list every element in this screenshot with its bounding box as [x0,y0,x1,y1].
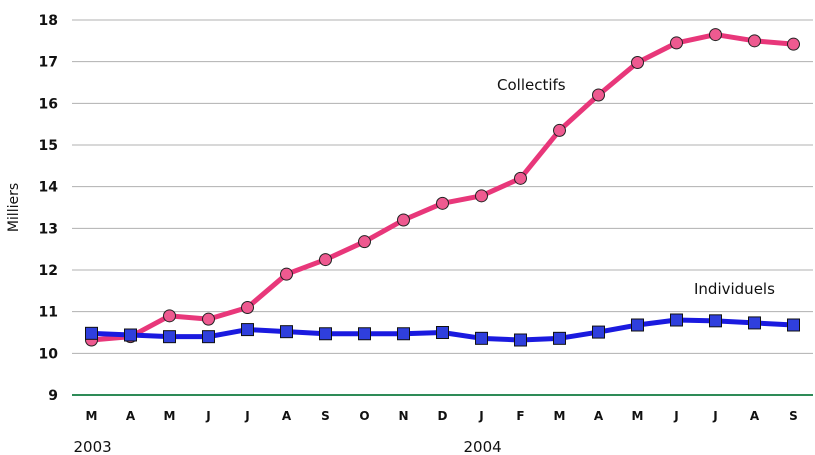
series-collectifs [85,28,800,347]
year-label: 2004 [464,438,502,455]
data-point [670,313,683,327]
y-tick-label: 9 [48,388,58,404]
data-point [475,189,488,203]
data-point [163,330,176,344]
data-point [241,301,254,314]
y-tick-label: 16 [39,96,58,112]
x-tick-label: M [632,409,644,423]
y-axis: 9 10 11 12 13 14 15 16 17 18 [39,13,59,404]
x-tick-label: M [86,409,98,423]
data-point [670,36,683,50]
x-tick-label: A [594,409,604,423]
data-point [319,253,332,267]
data-point [514,333,527,347]
data-point [124,328,137,342]
data-point [358,327,371,341]
data-point [436,196,449,210]
data-point [475,331,488,345]
data-point [358,235,371,249]
y-tick-label: 12 [39,263,58,279]
data-point [592,325,605,339]
y-tick-label: 18 [39,13,58,29]
gridlines [72,19,813,396]
series-layer [85,28,800,347]
data-point [592,88,605,102]
x-tick-label: M [554,409,566,423]
x-tick-label: M [164,409,176,423]
x-tick-label: N [398,409,408,423]
data-point [553,123,566,137]
data-point [631,318,644,332]
data-point [709,314,722,328]
y-tick-label: 10 [39,346,59,362]
x-tick-label: F [516,409,524,423]
x-tick-label: A [126,409,136,423]
data-point [709,28,722,42]
data-point [514,171,527,185]
data-point [748,316,761,330]
data-point [787,318,800,332]
x-tick-label: J [673,409,678,423]
x-tick-label: S [789,409,798,423]
data-point [85,326,98,340]
data-point [163,309,176,323]
data-point [748,34,761,48]
data-point [436,326,449,339]
y-axis-label: Milliers [6,183,22,232]
year-label: 2003 [74,438,112,455]
series-label-collectifs: Collectifs [497,76,566,94]
data-point [631,56,644,69]
x-tick-label: A [750,409,760,423]
x-tick-label: J [478,409,483,423]
y-tick-label: 13 [39,221,58,237]
series-line [89,32,796,343]
data-point [241,323,254,337]
x-tick-label: D [438,409,448,423]
data-point [202,312,215,326]
series-individuels [85,313,800,347]
x-tick-label: S [321,409,330,423]
x-tick-label: J [712,409,717,423]
y-tick-label: 17 [39,55,58,71]
data-point [397,213,410,227]
data-point [397,327,410,341]
x-tick-label: O [359,409,369,423]
x-tick-label: J [205,409,210,423]
series-labels: Collectifs Individuels [497,76,775,298]
x-tick-label: J [244,409,249,423]
year-labels: 2003 2004 [74,438,502,455]
data-point [319,327,332,341]
series-label-individuels: Individuels [694,280,775,298]
y-tick-label: 11 [39,305,58,321]
y-tick-label: 15 [39,138,58,154]
data-point [553,331,566,345]
data-point [787,37,800,51]
data-point [280,267,293,281]
y-tick-label: 14 [39,180,59,196]
data-point [280,325,293,339]
x-tick-label: A [282,409,292,423]
data-point [202,330,215,344]
